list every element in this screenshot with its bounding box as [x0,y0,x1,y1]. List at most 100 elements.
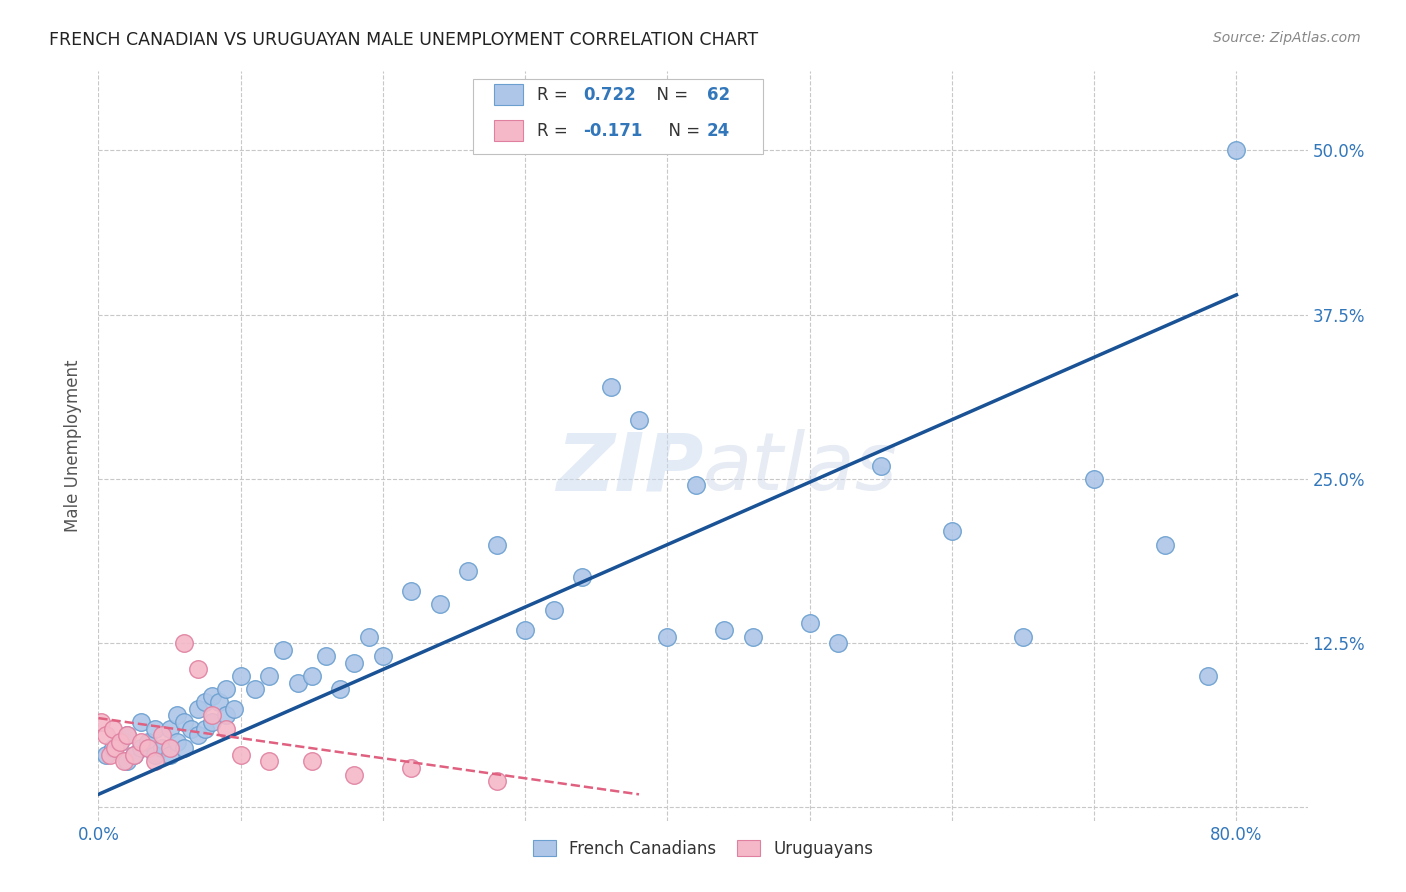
Point [1154,538,1177,552]
Point [159,741,181,756]
Point [194,722,217,736]
Point [136,741,159,756]
Point [657,630,679,644]
Point [329,682,352,697]
Point [104,741,127,756]
Text: N =: N = [658,121,706,139]
Point [457,564,479,578]
Point [257,755,280,769]
Text: ZIP: ZIP [555,429,703,508]
Point [257,669,280,683]
Point [166,708,188,723]
Point [101,741,124,756]
Point [799,616,821,631]
Point [599,380,621,394]
Point [187,663,209,677]
Point [827,636,849,650]
Point [1012,630,1035,644]
Point [229,747,252,762]
Point [222,702,245,716]
Text: atlas: atlas [703,429,898,508]
Point [129,714,152,729]
FancyBboxPatch shape [494,120,523,141]
Point [115,755,138,769]
Point [129,741,152,756]
Point [101,722,124,736]
Point [215,682,238,697]
Point [159,722,181,736]
Point [173,714,195,729]
Point [685,478,707,492]
Point [627,413,650,427]
Point [301,755,323,769]
Point [208,695,231,709]
Point [194,695,217,709]
Y-axis label: Male Unemployment: Male Unemployment [65,359,83,533]
Point [1197,669,1219,683]
Point [1083,472,1105,486]
Point [713,623,735,637]
Point [201,708,224,723]
Point [143,755,166,769]
Legend: French Canadians, Uruguayans: French Canadians, Uruguayans [526,833,880,864]
FancyBboxPatch shape [494,84,523,105]
Point [166,735,188,749]
Point [215,722,238,736]
FancyBboxPatch shape [474,78,763,153]
Point [115,728,138,742]
Text: R =: R = [537,121,574,139]
Point [201,714,224,729]
Point [187,728,209,742]
Point [129,735,152,749]
Point [143,722,166,736]
Point [115,728,138,742]
Point [401,761,423,775]
Text: R =: R = [537,86,574,103]
Point [180,722,202,736]
Point [543,603,565,617]
Text: -0.171: -0.171 [583,121,643,139]
Point [343,767,366,781]
Text: N =: N = [647,86,693,103]
Point [90,714,112,729]
Point [98,747,121,762]
Point [287,675,309,690]
Point [869,458,891,473]
Point [1225,143,1247,157]
Point [108,735,131,749]
Point [152,728,174,742]
Point [94,728,117,742]
Point [187,702,209,716]
Point [301,669,323,683]
Point [741,630,763,644]
Point [173,741,195,756]
Text: 24: 24 [707,121,730,139]
Point [229,669,252,683]
Point [485,774,508,789]
Point [515,623,537,637]
Point [571,570,593,584]
Text: 62: 62 [707,86,730,103]
Point [122,747,145,762]
Point [371,649,394,664]
Point [215,708,238,723]
Point [343,656,366,670]
Point [357,630,380,644]
Point [112,755,135,769]
Point [152,741,174,756]
Point [243,682,266,697]
Text: 0.722: 0.722 [583,86,636,103]
Point [401,583,423,598]
Point [941,524,963,539]
Point [159,747,181,762]
Point [273,642,295,657]
Text: FRENCH CANADIAN VS URUGUAYAN MALE UNEMPLOYMENT CORRELATION CHART: FRENCH CANADIAN VS URUGUAYAN MALE UNEMPL… [49,31,758,49]
Point [122,747,145,762]
Point [429,597,451,611]
Point [108,735,131,749]
Point [143,747,166,762]
Point [173,636,195,650]
Point [136,735,159,749]
Point [201,689,224,703]
Text: Source: ZipAtlas.com: Source: ZipAtlas.com [1213,31,1361,45]
